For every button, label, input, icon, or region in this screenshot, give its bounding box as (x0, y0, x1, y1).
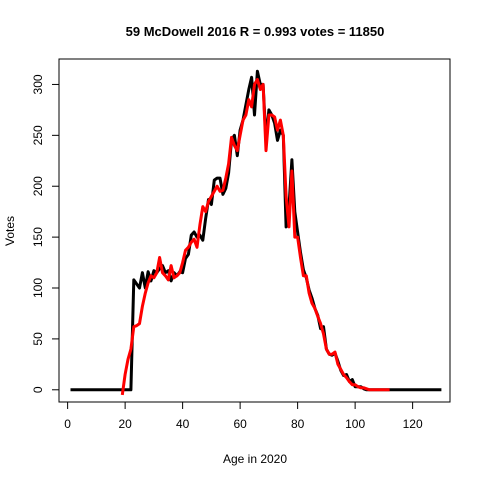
series-line-model (120, 77, 390, 396)
y-axis-label: Votes (3, 216, 17, 246)
x-tick-label: 120 (403, 417, 423, 431)
x-tick-label: 20 (118, 417, 132, 431)
y-tick-label: 150 (31, 227, 45, 247)
x-tick-label: 60 (233, 417, 247, 431)
y-tick-label: 0 (31, 386, 45, 393)
x-tick-label: 100 (345, 417, 365, 431)
x-tick-label: 40 (176, 417, 190, 431)
y-tick-label: 50 (31, 332, 45, 346)
series-layer (70, 69, 442, 396)
chart-title: 59 McDowell 2016 R = 0.993 votes = 11850 (126, 24, 385, 39)
y-tick-label: 200 (31, 176, 45, 196)
y-tick-label: 250 (31, 125, 45, 145)
y-tick-label: 100 (31, 278, 45, 298)
x-tick-label: 80 (291, 417, 305, 431)
x-axis-label: Age in 2020 (223, 452, 287, 466)
x-axis: 0 20 40 60 80 100 120 (64, 401, 423, 431)
x-tick-label: 0 (64, 417, 71, 431)
y-tick-label: 300 (31, 74, 45, 94)
y-axis: 0 50 100 150 200 250 300 (31, 74, 60, 393)
